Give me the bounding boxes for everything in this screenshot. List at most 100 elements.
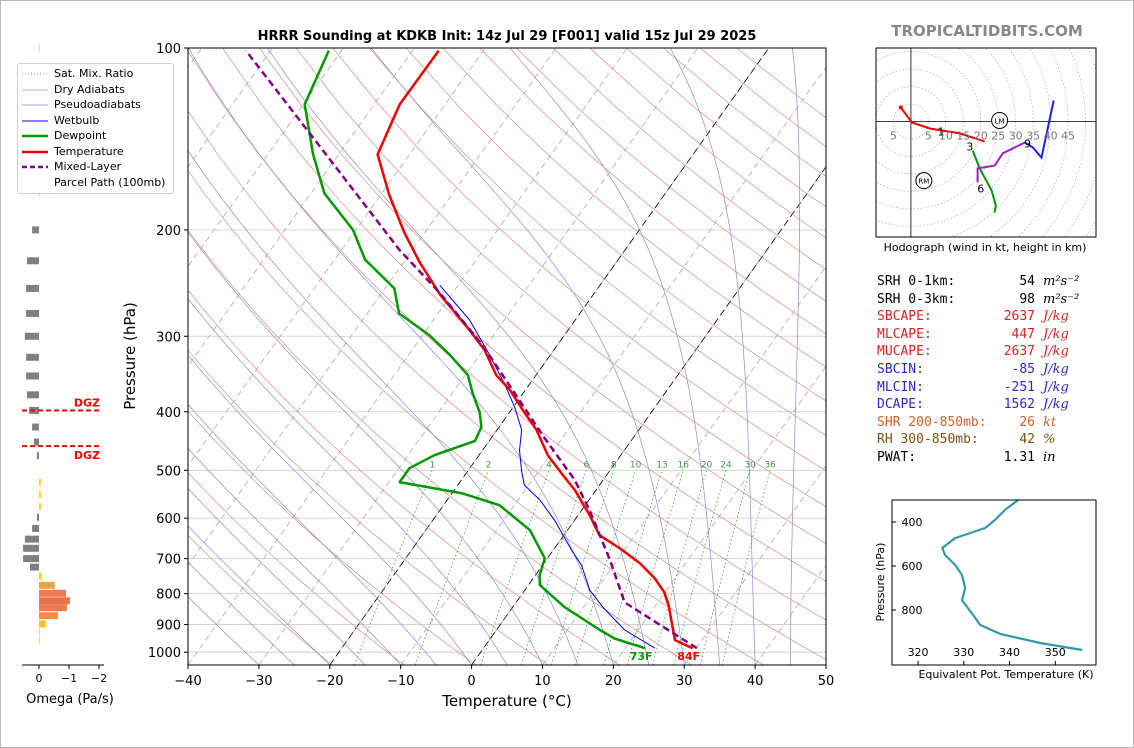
mixing-ratio-line	[699, 470, 751, 665]
mixing-ratio-line	[652, 470, 707, 665]
pseudoadiabat	[267, 48, 650, 665]
x-tick-label: −1	[61, 672, 77, 685]
omega-bar	[23, 555, 39, 563]
omega-bar	[39, 612, 58, 620]
index-value: -85	[1011, 361, 1035, 377]
dry-adiabat	[442, 48, 826, 368]
index-value: 54	[1019, 274, 1035, 289]
pseudoadiabat	[188, 150, 579, 665]
dry-adiabat	[188, 410, 477, 665]
dry-adiabat	[188, 289, 621, 665]
mixing-ratio-label: 2	[486, 460, 492, 470]
y-tick-label: 500	[156, 464, 181, 479]
hodograph-annotation: RM	[918, 178, 929, 186]
mixing-ratio-label: 13	[656, 460, 667, 470]
hodograph-caption: Hodograph (wind in kt, height in km)	[884, 241, 1087, 254]
mixing-ratio-line	[521, 470, 587, 665]
omega-bar	[32, 524, 39, 532]
theta-e-line	[940, 500, 1083, 652]
index-label: MUCAPE:	[877, 344, 932, 360]
omega-bar	[26, 372, 39, 380]
theta-e-plot	[940, 500, 1083, 652]
index-row: DCAPE: 1562 J/kg	[877, 396, 1079, 414]
index-row: SBCAPE: 2637 J/kg	[877, 308, 1079, 326]
pseudoadiabat	[188, 561, 295, 665]
dry-adiabat	[188, 229, 692, 665]
pseudoadiabat	[509, 48, 721, 665]
omega-bar	[36, 452, 39, 460]
ring-label: 10	[939, 130, 953, 143]
omega-bar	[26, 284, 39, 292]
omega-bar	[39, 636, 40, 644]
index-row: MLCIN: -251 J/kg	[877, 379, 1079, 397]
hodograph-annotation: 9	[1024, 138, 1031, 151]
surface-label: 84F	[677, 650, 700, 663]
legend-swatch	[22, 104, 48, 106]
index-label: SBCAPE:	[877, 309, 932, 325]
y-tick-label: 900	[156, 619, 181, 634]
x-tick-label: −30	[245, 674, 272, 689]
index-value: 1562	[1003, 397, 1035, 413]
x-tick-label: 350	[1045, 646, 1066, 659]
legend-label: Wetbulb	[54, 113, 100, 127]
mixing-ratio-line	[550, 470, 615, 665]
mixing-ratio-label: 24	[720, 460, 732, 470]
pseudoadiabat	[670, 48, 756, 665]
omega-bar	[32, 226, 39, 234]
x-tick-label: −10	[387, 674, 414, 689]
mixing-ratio-label: 20	[701, 460, 713, 470]
ring-label: 25	[991, 130, 1005, 143]
mixing-ratio-label: 1	[429, 460, 435, 470]
legend-label: Pseudoadiabats	[54, 98, 141, 111]
mixing-ratio-label: 16	[678, 460, 690, 470]
theta-e-frame	[891, 499, 1097, 666]
omega-bar	[39, 628, 40, 636]
dry-adiabat	[332, 48, 826, 472]
mixing-ratio-line	[603, 470, 663, 665]
legend-item: Dewpoint	[22, 128, 165, 144]
chart-title: HRRR Sounding at KDKB Init: 14z Jul 29 […	[258, 29, 757, 44]
x-tick-label: 0	[36, 672, 43, 685]
legend: Sat. Mix. Ratio Dry Adiabats Pseudoadiabat…	[17, 63, 175, 194]
hodograph-line	[976, 141, 1026, 183]
index-value: 98	[1019, 291, 1035, 307]
x-tick-label: 30	[676, 674, 693, 689]
pseudoadiabat	[188, 487, 366, 665]
profile-line	[439, 284, 656, 649]
pseudoadiabat	[188, 525, 331, 665]
index-value: 2637	[1003, 344, 1035, 360]
omega-bar	[39, 604, 67, 612]
omega-bar	[39, 44, 40, 52]
index-unit: J/kg	[1043, 309, 1069, 325]
mixing-ratio-line	[574, 470, 637, 665]
legend-label: Sat. Mix. Ratio	[54, 67, 134, 80]
dry-adiabat	[188, 472, 405, 665]
hodograph-annotation: 1	[937, 126, 944, 139]
mixing-ratio-label: 8	[611, 460, 617, 470]
mixing-ratio-label: 30	[744, 460, 756, 470]
index-unit: J/kg	[1043, 326, 1069, 342]
index-row: PWAT: 1.31 in	[877, 449, 1079, 467]
dry-adiabat	[188, 50, 826, 621]
hodograph: 1 3 6 9 LM RM	[876, 48, 1096, 237]
x-tick-label: 50	[818, 674, 835, 689]
omega-bar	[39, 589, 66, 597]
storm-motion-marker	[991, 111, 1009, 129]
index-row: SRH 0-3km: 98 m²s⁻²	[877, 291, 1079, 309]
dgz-label: DGZ	[74, 449, 100, 462]
isotherm	[400, 66, 826, 665]
index-label: RH 300-850mb:	[877, 432, 979, 448]
legend-label: Temperature	[54, 144, 124, 158]
omega-bar	[39, 620, 46, 628]
profile-line	[303, 50, 646, 650]
omega-bar	[27, 391, 39, 399]
x-axis-label: Temperature (°C)	[441, 692, 571, 710]
ring-label: 40	[1044, 130, 1058, 143]
background-lines	[188, 48, 826, 665]
pseudoadiabat	[188, 354, 472, 665]
index-value: 42	[1019, 432, 1035, 448]
index-value: 26	[1019, 414, 1035, 430]
legend-swatch	[22, 73, 48, 75]
y-tick-label: 600	[902, 560, 923, 573]
